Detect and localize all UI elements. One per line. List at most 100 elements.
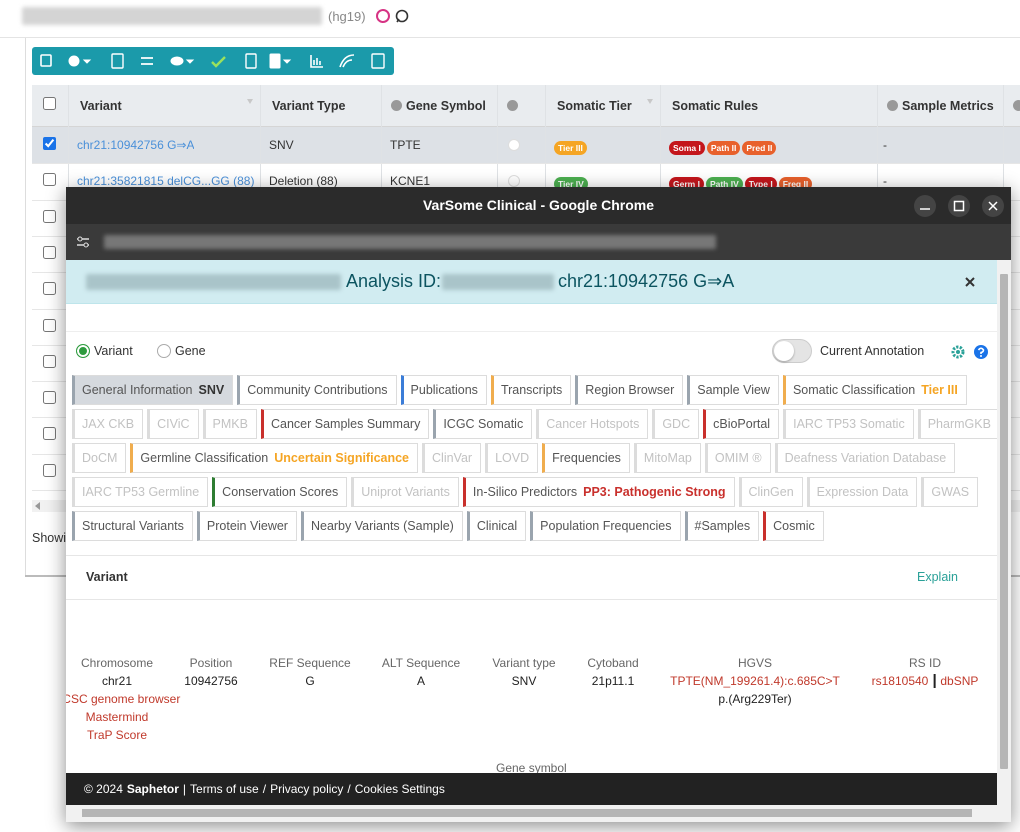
column-header[interactable]: Variant	[80, 99, 122, 113]
footer-item[interactable]: /	[262, 782, 267, 796]
tool-icon[interactable]	[170, 56, 184, 66]
tool-icon[interactable]	[371, 53, 385, 69]
tool-icon[interactable]	[269, 53, 281, 69]
column-header[interactable]: Somatic Tier	[557, 99, 632, 113]
info-icon[interactable]	[507, 100, 518, 111]
tool-icon[interactable]	[245, 53, 257, 69]
tab-label: GWAS	[931, 485, 970, 499]
tab[interactable]: Population Frequencies	[530, 511, 681, 541]
tab-label: Cancer Samples Summary	[270, 417, 421, 431]
tab[interactable]: Community Contributions	[237, 375, 397, 405]
tool-icon[interactable]	[111, 53, 124, 69]
tab[interactable]: Conservation Scores	[212, 477, 348, 507]
radio[interactable]	[76, 344, 90, 358]
tab[interactable]: Cosmic	[763, 511, 824, 541]
tab: PMKB	[202, 409, 257, 439]
sort-icon	[247, 99, 253, 111]
tab: JAX CKB	[72, 409, 144, 439]
tab[interactable]: In-Silico Predictors PP3: Pathogenic Stro…	[462, 477, 735, 507]
header-icons	[376, 9, 409, 23]
tab-label: CIViC	[157, 417, 190, 431]
tab[interactable]: Frequencies	[542, 443, 630, 473]
row-checkbox[interactable]	[43, 354, 56, 368]
row-checkbox[interactable]	[43, 209, 56, 223]
tab[interactable]: ICGC Somatic	[433, 409, 533, 439]
select-all[interactable]	[43, 97, 56, 110]
close-analysis[interactable]	[964, 276, 976, 288]
tool-icon[interactable]	[211, 56, 226, 68]
field-link[interactable]: TraP Score	[86, 728, 148, 742]
tab-label: PMKB	[212, 417, 248, 431]
annotation-toggle[interactable]	[772, 339, 812, 363]
v-scrollbar[interactable]	[997, 260, 1011, 805]
tab: Cancer Hotspots	[536, 409, 649, 439]
column-header[interactable]: Variant Type	[272, 99, 346, 113]
row-checkbox[interactable]	[43, 427, 56, 441]
radio[interactable]	[157, 344, 171, 358]
tab[interactable]: Protein Viewer	[196, 511, 297, 541]
tab[interactable]: Sample View	[687, 375, 779, 405]
tool-icon[interactable]	[339, 54, 355, 68]
info-icon[interactable]	[391, 100, 402, 111]
tool-icon[interactable]	[68, 55, 80, 67]
tab-label: GDC	[662, 417, 691, 431]
row-checkbox[interactable]	[43, 282, 56, 296]
field-value: chr21	[101, 674, 133, 688]
tab[interactable]: Region Browser	[575, 375, 684, 405]
tab-label: Uniprot Variants	[361, 485, 450, 499]
tab[interactable]: Structural Variants	[72, 511, 193, 541]
site-info-icon[interactable]	[76, 235, 90, 249]
row-checkbox[interactable]	[43, 173, 56, 187]
minimize[interactable]	[914, 195, 936, 217]
maximize[interactable]	[948, 195, 970, 217]
tab[interactable]: Germline Classification Uncertain Signifi…	[130, 443, 419, 473]
status-dot	[508, 175, 520, 188]
tab[interactable]: Cancer Samples Summary	[260, 409, 430, 439]
tab[interactable]: Somatic Classification Tier III	[782, 375, 967, 405]
tab-label: Germline Classification	[140, 451, 269, 465]
row-checkbox[interactable]	[43, 245, 56, 259]
row-checkbox[interactable]	[43, 318, 56, 332]
field-link[interactable]: TPTE(NM_199261.4):c.685C>T	[670, 674, 840, 688]
column-header[interactable]: Gene Symbol	[406, 99, 486, 113]
h-scrollbar[interactable]	[66, 805, 1011, 822]
tab[interactable]: #Samples	[684, 511, 760, 541]
row-checkbox[interactable]	[43, 391, 56, 405]
row-checkbox[interactable]	[43, 463, 56, 477]
column-header[interactable]: Somatic Rules	[672, 99, 759, 113]
footer-item[interactable]: Terms of use	[190, 782, 259, 796]
scroll-arrow[interactable]	[35, 502, 40, 510]
tab[interactable]: Nearby Variants (Sample)	[300, 511, 463, 541]
tab-row: DoCM Germline Classification Uncertain Sig…	[72, 443, 956, 473]
info-icon[interactable]	[1013, 100, 1020, 111]
explain-link[interactable]: Explain	[917, 570, 958, 584]
variant-link[interactable]: chr21:10942756 G⇒A	[77, 138, 195, 152]
row-checkbox[interactable]	[43, 137, 56, 150]
v-thumb[interactable]	[1000, 274, 1008, 769]
tool-icon[interactable]	[141, 57, 153, 65]
field-link[interactable]: rs1810540	[871, 674, 936, 688]
tool-icon[interactable]	[40, 54, 52, 67]
tab[interactable]: Publications	[400, 375, 487, 405]
tab: Uniprot Variants	[351, 477, 459, 507]
variant-link[interactable]: chr21:35821815 delCG...GG (88)	[77, 174, 255, 189]
settings[interactable]	[951, 345, 965, 359]
info-icon[interactable]	[887, 100, 898, 111]
footer-item: |	[182, 782, 187, 796]
tab[interactable]: cBioPortal	[703, 409, 780, 439]
tab-note: PP3: Pathogenic Strong	[583, 485, 726, 499]
tab[interactable]: Transcripts	[490, 375, 572, 405]
tab[interactable]: Clinical	[466, 511, 527, 541]
tab[interactable]: General Information SNV	[72, 375, 234, 405]
tool-icon[interactable]	[310, 55, 323, 68]
footer-item[interactable]: Cookies Settings	[354, 782, 445, 796]
field-link[interactable]: Mastermind	[85, 710, 149, 724]
field-label: Chromosome	[80, 656, 154, 670]
column-header[interactable]: Sample Metrics	[902, 99, 994, 113]
footer-item[interactable]: Privacy policy	[270, 782, 344, 796]
blurred-sample	[86, 274, 341, 290]
h-thumb[interactable]	[82, 809, 972, 817]
footer-item[interactable]: /	[347, 782, 351, 796]
field-link[interactable]: UCSC genome browser	[66, 692, 181, 706]
field-link[interactable]: dbSNP	[940, 674, 979, 688]
